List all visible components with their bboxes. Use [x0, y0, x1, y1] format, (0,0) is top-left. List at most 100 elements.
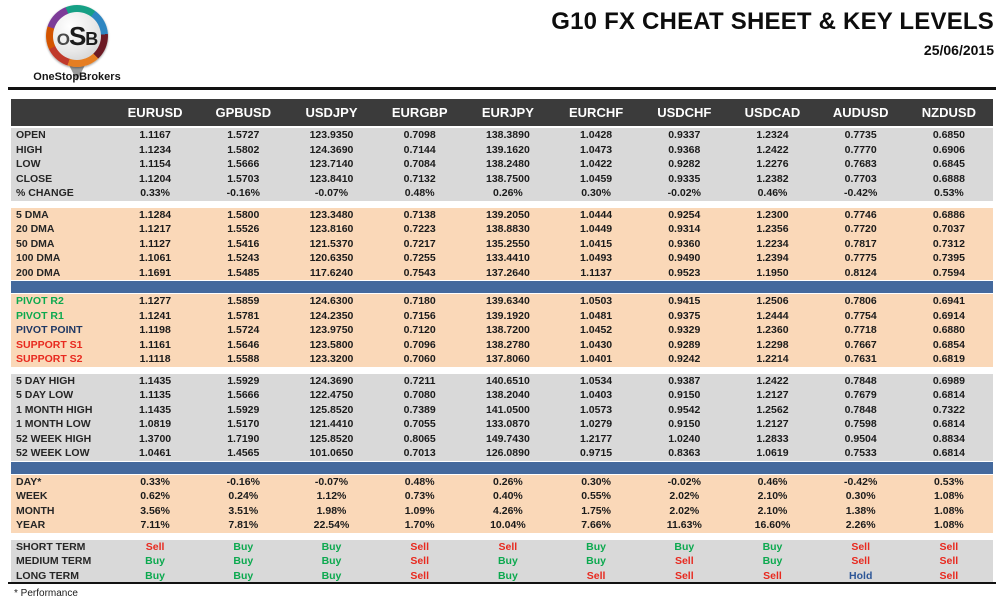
value-cell: 133.0870 [485, 418, 530, 431]
value-cell: 1.2833 [756, 432, 789, 445]
logo-caption: OneStopBrokers [33, 71, 121, 83]
value-cell: 0.7667 [844, 338, 877, 351]
value-cell: 139.6340 [485, 295, 530, 308]
value-cell: 138.2480 [485, 158, 530, 171]
top-divider [8, 87, 996, 90]
value-cell: 1.0481 [580, 309, 613, 322]
table-row: PIVOT POINT 1.1198 1.5724 123.9750 0.7120 138… [11, 323, 993, 338]
value-cell: 1.5666 [227, 158, 260, 171]
table-row: 5 DAY LOW 1.1135 1.5666 122.4750 0.7080 138.2… [11, 388, 993, 403]
value-cell: 1.0573 [580, 403, 613, 416]
column-header-nzdusd: NZDUSD [921, 105, 976, 120]
value-cell: 1.1435 [139, 403, 172, 416]
value-cell: 138.2040 [485, 389, 530, 402]
title-block: G10 FX CHEAT SHEET & KEY LEVELS 25/06/20… [551, 8, 994, 58]
value-cell: 1.5243 [227, 252, 260, 265]
value-cell: 0.9289 [668, 338, 701, 351]
value-cell: 138.2780 [485, 338, 530, 351]
value-cell: 1.1204 [139, 172, 172, 185]
column-header-audusd: AUDUSD [832, 105, 889, 120]
logo-monogram: OSB [57, 23, 99, 49]
value-cell: 1.5170 [227, 418, 260, 431]
row-label: HIGH [16, 143, 43, 156]
value-cell: 10.04% [490, 519, 526, 532]
column-header-eurusd: EURUSD [127, 105, 183, 120]
report-date: 25/06/2015 [923, 42, 994, 58]
value-cell: 1.1198 [139, 324, 171, 337]
value-cell: 123.7140 [309, 158, 354, 171]
value-cell: 0.30% [845, 490, 876, 503]
value-cell: 1.2298 [756, 338, 789, 351]
blue-separator-bar [11, 461, 993, 474]
value-cell: 124.6300 [309, 295, 354, 308]
column-header-usdjpy: USDJPY [305, 105, 358, 120]
value-cell: 1.3700 [139, 432, 172, 445]
value-cell: 0.7037 [932, 223, 965, 236]
value-cell: 0.33% [140, 187, 170, 200]
value-cell: 0.7817 [844, 237, 877, 250]
value-cell: 1.1217 [139, 223, 172, 236]
value-cell: 0.9504 [844, 432, 877, 445]
value-cell: 0.7395 [932, 252, 965, 265]
row-label: YEAR [16, 519, 46, 532]
value-cell: 124.2350 [309, 309, 354, 322]
value-cell: 122.4750 [309, 389, 354, 402]
value-cell: 0.7735 [844, 129, 877, 142]
signal-cell: Sell [939, 540, 959, 553]
value-cell: 1.2214 [756, 353, 789, 366]
row-label: 1 MONTH LOW [16, 418, 91, 431]
row-label: PIVOT R2 [16, 295, 64, 308]
row-label: PIVOT POINT [16, 324, 83, 337]
value-cell: 0.7533 [844, 447, 877, 460]
value-cell: 0.73% [404, 490, 435, 503]
value-cell: 1.2506 [756, 295, 789, 308]
value-cell: 0.9254 [668, 208, 701, 221]
row-label: CLOSE [16, 172, 53, 185]
value-cell: 0.7098 [403, 129, 436, 142]
value-cell: 1.0422 [580, 158, 613, 171]
value-cell: 0.53% [934, 187, 964, 200]
value-cell: 11.63% [666, 519, 702, 532]
value-cell: 7.11% [140, 519, 170, 532]
value-cell: 0.6814 [932, 418, 965, 431]
value-cell: 1.2177 [580, 432, 613, 445]
value-cell: 0.7746 [844, 208, 877, 221]
value-cell: 1.2127 [756, 418, 789, 431]
value-cell: 1.0819 [139, 418, 172, 431]
value-cell: 138.3890 [485, 129, 530, 142]
blue-separator-bar [11, 281, 993, 293]
fx-table: EURUSD GPBUSD USDJPY EURGBP EURJPY EURCHF USDC… [11, 99, 993, 583]
signal-cell: Hold [849, 569, 873, 582]
value-cell: 120.6350 [309, 252, 354, 265]
signal-cell: Buy [762, 555, 783, 568]
signal-cell: Sell [674, 569, 694, 582]
value-cell: 0.9150 [668, 389, 701, 402]
value-cell: 1.38% [845, 504, 876, 517]
value-cell: 1.0279 [580, 418, 613, 431]
value-cell: 0.7060 [403, 353, 436, 366]
value-cell: 1.98% [316, 504, 347, 517]
value-cell: 0.46% [757, 475, 788, 488]
value-cell: 0.9242 [668, 353, 701, 366]
value-cell: 0.55% [581, 490, 611, 503]
value-cell: -0.02% [667, 475, 701, 488]
table-row: WEEK 0.62% 0.24% 1.12% 0.73% 0.40% 0.55% 2.02% 2… [11, 489, 993, 504]
value-cell: 0.26% [493, 187, 523, 200]
value-cell: 0.9715 [580, 447, 613, 460]
row-label: 50 DMA [16, 237, 55, 250]
bottom-divider [8, 582, 996, 584]
table-row: 1 MONTH LOW 1.0819 1.5170 121.4410 0.7055 133… [11, 417, 993, 432]
value-cell: 0.33% [140, 475, 170, 488]
value-cell: 1.5929 [227, 403, 260, 416]
page-title: G10 FX CHEAT SHEET & KEY LEVELS [551, 8, 994, 35]
signal-cell: Sell [939, 569, 959, 582]
value-cell: 137.8060 [485, 353, 530, 366]
value-cell: 0.9314 [668, 223, 701, 236]
table-row: MONTH 3.56% 3.51% 1.98% 1.09% 4.26% 1.75% 2.02%… [11, 503, 993, 518]
row-label: % CHANGE [16, 187, 74, 200]
value-cell: 0.6850 [932, 129, 965, 142]
table-row: 1 MONTH HIGH 1.1435 1.5929 125.8520 0.7389 14… [11, 402, 993, 417]
signal-cell: Sell [763, 569, 782, 582]
value-cell: 0.6989 [932, 374, 965, 387]
value-cell: 1.2127 [756, 389, 789, 402]
